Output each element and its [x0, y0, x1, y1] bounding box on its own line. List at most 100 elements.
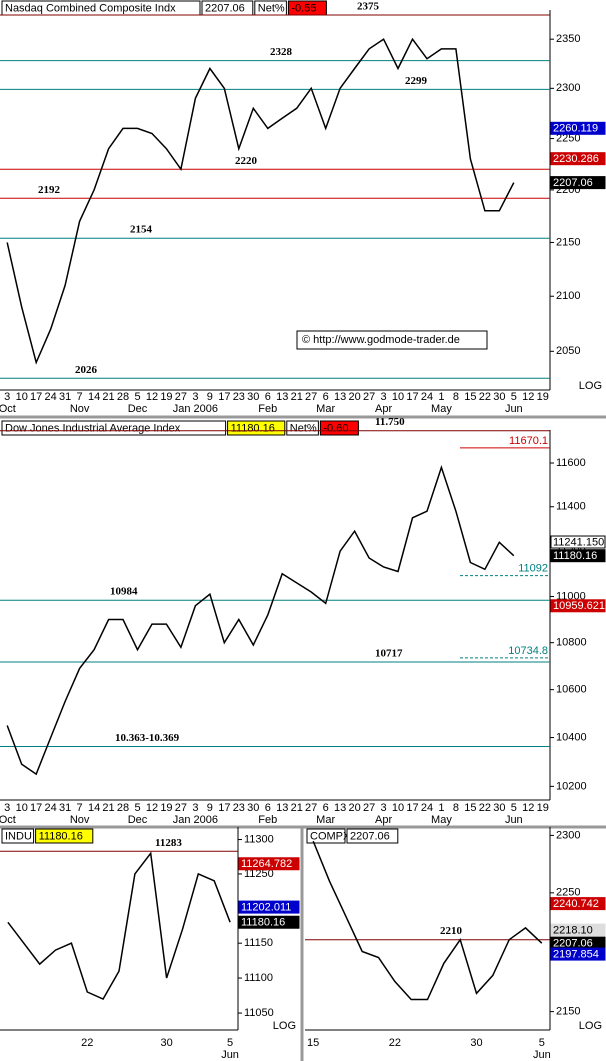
y-tick-label: 2100 [556, 290, 580, 302]
header-net: -0.60 [323, 422, 348, 434]
y-tick-label: 11150 [244, 937, 273, 949]
header-box [319, 420, 359, 436]
x-tick-label: 8 [453, 391, 459, 403]
header-net-label: Net% [290, 422, 317, 434]
price-tag [238, 915, 300, 929]
x-tick-label: 19 [537, 802, 549, 814]
price-tag [550, 152, 606, 166]
x-tick-label: 17 [218, 391, 230, 403]
level-label: 10734.8 [508, 645, 548, 657]
x-tick-label: 10 [16, 391, 28, 403]
month-label: Mar [316, 814, 335, 826]
x-tick-label: 6 [323, 391, 329, 403]
y-tick-label: 10600 [556, 684, 587, 696]
price-tag [238, 857, 300, 871]
x-tick-label: 5 [511, 391, 517, 403]
level-label: 10.363-10.369 [115, 732, 180, 744]
price-tag-label: 11180.16 [241, 917, 285, 929]
month-label: Jun [221, 1049, 239, 1061]
x-tick-label: 13 [334, 802, 346, 814]
price-tag-label: 2230.286 [553, 153, 599, 165]
x-tick-label: 22 [81, 1037, 93, 1049]
header-last: 2207.06 [350, 830, 390, 842]
price-tag [550, 897, 606, 911]
month-label: May [431, 814, 452, 826]
month-label: Oct [0, 403, 16, 415]
price-line [6, 465, 515, 776]
x-tick-label: 3 [4, 391, 10, 403]
x-tick-label: 27 [305, 391, 317, 403]
x-tick-label: 12 [146, 391, 158, 403]
price-tag-label: 2240.742 [553, 898, 599, 910]
x-tick-label: 23 [233, 391, 245, 403]
price-tag-label: 10959.621 [553, 600, 605, 612]
x-tick-label: 13 [276, 802, 288, 814]
level-label: 11670.1 [509, 435, 548, 447]
x-tick-label: 12 [522, 391, 534, 403]
x-tick-label: 12 [146, 802, 158, 814]
x-tick-label: 17 [30, 391, 42, 403]
header-last: 11180.16 [231, 422, 275, 434]
x-tick-label: 10 [392, 391, 404, 403]
x-tick-label: 31 [59, 391, 71, 403]
credit-box [296, 330, 488, 350]
x-tick-label: 13 [276, 391, 288, 403]
log-label: LOG [579, 380, 602, 392]
x-tick-label: 15 [464, 391, 476, 403]
level-label: 2210 [440, 925, 463, 937]
level-label: 2375 [357, 1, 380, 13]
x-tick-label: 24 [45, 391, 57, 403]
x-tick-label: 21 [102, 802, 114, 814]
y-tick-label: 10200 [556, 780, 587, 792]
header-box [346, 828, 399, 844]
x-tick-label: 17 [30, 802, 42, 814]
price-line [7, 851, 231, 1000]
month-label: Nov [70, 814, 90, 826]
x-tick-label: 17 [218, 802, 230, 814]
x-tick-label: 5 [134, 802, 140, 814]
month-label: Jun [505, 403, 523, 415]
level-label: 10717 [375, 648, 403, 660]
x-tick-label: 5 [539, 1037, 545, 1049]
x-tick-label: 15 [307, 1037, 319, 1049]
header-box [286, 420, 319, 436]
log-label: LOG [579, 1020, 602, 1032]
price-tag-label: 2207.06 [553, 938, 593, 950]
y-tick-label: 11600 [556, 457, 586, 469]
x-tick-label: 30 [247, 391, 259, 403]
price-tag-label: 11264.782 [241, 858, 292, 870]
price-line [312, 840, 543, 1001]
y-tick-label: 2300 [556, 829, 580, 841]
x-tick-label: 22 [389, 1037, 401, 1049]
x-tick-label: 17 [406, 391, 418, 403]
x-tick-label: 20 [348, 802, 360, 814]
y-tick-label: 11300 [244, 833, 274, 845]
x-tick-label: 9 [207, 391, 213, 403]
x-tick-label: 7 [77, 391, 83, 403]
y-tick-label: 2250 [556, 887, 580, 899]
x-tick-label: 30 [160, 1037, 172, 1049]
x-tick-label: 6 [265, 391, 271, 403]
x-tick-label: 3 [380, 802, 386, 814]
x-tick-label: 27 [305, 802, 317, 814]
level-label: 11283 [155, 837, 182, 849]
header-title: Nasdaq Combined Composite Indx [5, 2, 176, 14]
y-tick-label: 2150 [556, 236, 580, 248]
x-tick-label: 30 [493, 802, 505, 814]
x-tick-label: 8 [453, 802, 459, 814]
month-label: Jan 2006 [173, 814, 218, 826]
price-tag-label: 2260.119 [553, 123, 598, 135]
price-tag [550, 549, 606, 563]
x-tick-label: 3 [192, 802, 198, 814]
y-tick-label: 2350 [556, 33, 580, 45]
y-tick-label: 11050 [244, 1007, 274, 1019]
y-tick-label: 10800 [556, 637, 587, 649]
price-tag-label: 2218.10 [553, 925, 593, 937]
level-label: 11092 [518, 563, 548, 575]
y-tick-label: 2050 [556, 345, 580, 357]
x-tick-label: 27 [363, 391, 375, 403]
x-tick-label: 5 [227, 1037, 233, 1049]
y-tick-label: 2300 [556, 82, 580, 94]
price-tag [238, 900, 300, 914]
x-tick-label: 1 [438, 391, 444, 403]
